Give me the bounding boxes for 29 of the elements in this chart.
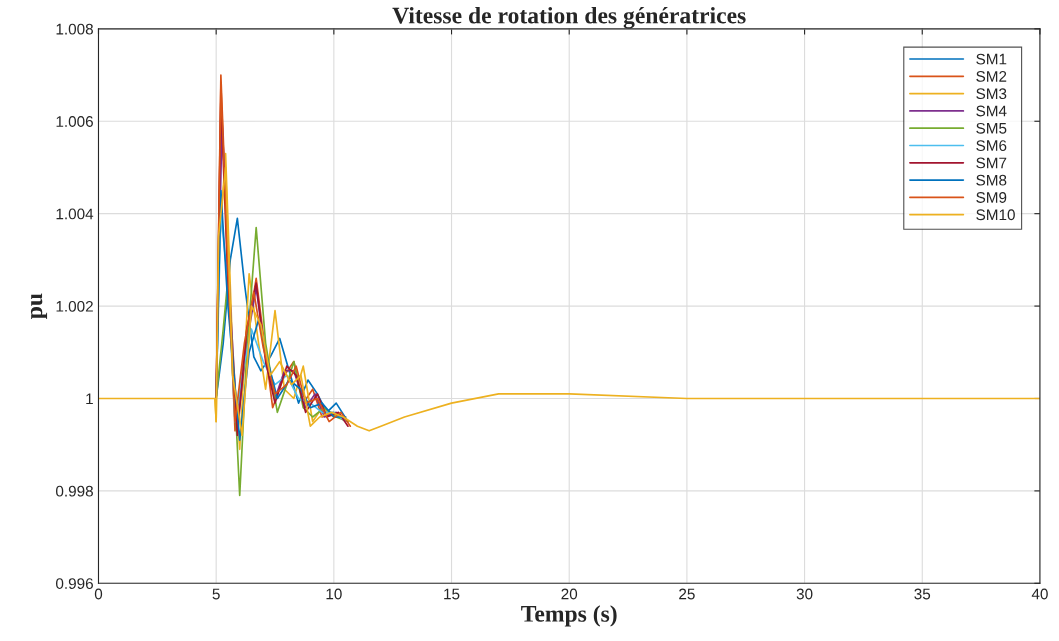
legend-label: SM5 [976, 122, 1007, 134]
legend-label: SM6 [976, 140, 1007, 151]
legend-label: SM8 [976, 174, 1007, 186]
legend-label: SM10 [976, 209, 1015, 221]
x-tick-label: 10 [326, 588, 342, 600]
x-tick-label: 35 [914, 588, 931, 600]
y-axis-title: pu [30, 293, 48, 319]
x-axis-title: Temps (s) [521, 605, 617, 627]
y-tick-label: 1.006 [56, 116, 93, 127]
y-tick-label: 0.996 [55, 578, 93, 589]
x-tick-label: 40 [1031, 588, 1048, 600]
x-tick-label: 15 [444, 588, 460, 600]
legend-label: SM9 [976, 192, 1007, 203]
x-tick-label: 25 [679, 588, 695, 600]
y-tick-label: 1.002 [56, 300, 93, 312]
legend-label: SM2 [976, 70, 1007, 82]
chart-title: Vitesse de rotation des génératrices [392, 6, 746, 29]
legend-label: SM1 [976, 53, 1007, 65]
y-tick-label: 0.998 [55, 485, 93, 497]
y-tick-label: 1.008 [56, 23, 93, 35]
x-tick-label: 20 [561, 588, 578, 600]
y-tick-label: 1 [86, 393, 93, 405]
legend-label: SM7 [976, 157, 1007, 169]
legend-label: SM4 [976, 105, 1007, 117]
legend-label: SM3 [976, 88, 1007, 100]
x-tick-label: 0 [94, 588, 103, 600]
x-tick-label: 30 [796, 588, 813, 600]
y-tick-label: 1.004 [56, 208, 94, 220]
x-tick-label: 5 [212, 588, 220, 600]
